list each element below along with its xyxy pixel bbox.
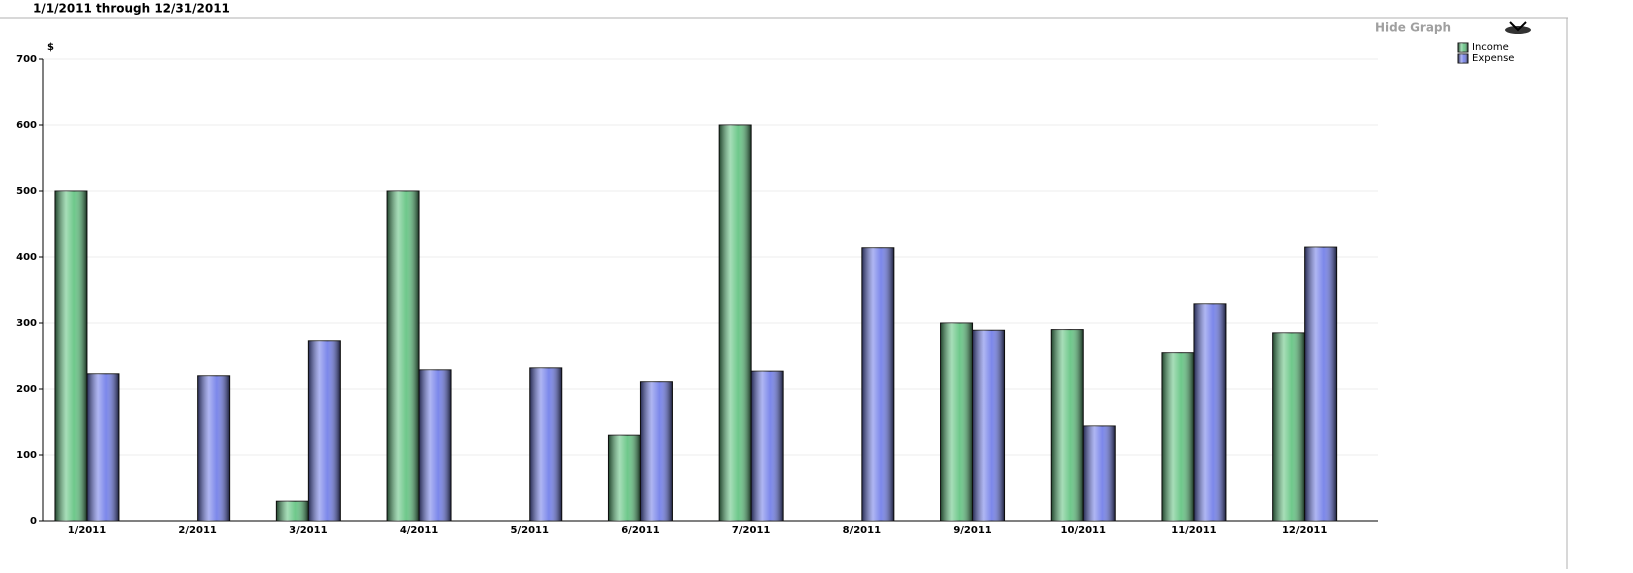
y-tick-label: 100 (16, 450, 37, 461)
bar-shade (972, 330, 1005, 521)
legend-swatch-shade (1458, 43, 1468, 52)
bar-shade (529, 367, 562, 521)
x-tick-label: 11/2011 (1171, 525, 1216, 536)
bar-shade (1193, 303, 1226, 521)
x-tick-label: 6/2011 (621, 525, 659, 536)
bar-shade (861, 247, 894, 521)
x-tick-label: 2/2011 (178, 525, 216, 536)
bar-shade (197, 375, 230, 521)
bar-shade (1161, 352, 1194, 521)
x-tick-label: 5/2011 (511, 525, 549, 536)
x-tick-label: 4/2011 (400, 525, 438, 536)
legend-label: Income (1472, 42, 1509, 53)
hide-graph-button[interactable]: Hide Graph (1375, 21, 1451, 35)
bar-shade (751, 371, 784, 521)
bar-shade (1272, 332, 1305, 521)
bar-shade (940, 323, 973, 521)
bar-shade (1304, 247, 1337, 521)
bar-shade (640, 381, 673, 521)
y-tick-label: 700 (16, 54, 37, 65)
bar-shade (54, 191, 87, 521)
y-tick-label: 200 (16, 384, 37, 395)
bar-shade (719, 125, 752, 521)
x-tick-label: 3/2011 (289, 525, 327, 536)
y-tick-label: 0 (30, 516, 37, 527)
legend-swatch-shade (1458, 54, 1468, 63)
y-axis-label: $ (47, 42, 54, 53)
y-tick-label: 600 (16, 120, 37, 131)
bar-shade (387, 191, 420, 521)
x-tick-label: 8/2011 (843, 525, 881, 536)
x-tick-label: 10/2011 (1061, 525, 1106, 536)
x-tick-label: 12/2011 (1282, 525, 1327, 536)
hide-graph-icon[interactable] (1505, 21, 1531, 34)
x-tick-label: 1/2011 (68, 525, 106, 536)
bar-shade (276, 501, 309, 521)
y-tick-label: 400 (16, 252, 37, 263)
x-tick-label: 7/2011 (732, 525, 770, 536)
x-tick-label: 9/2011 (953, 525, 991, 536)
bar-shade (419, 369, 452, 521)
bar-shade (1051, 329, 1084, 521)
legend-label: Expense (1472, 53, 1514, 64)
bar-shade (608, 435, 641, 521)
bar-shade (86, 373, 119, 521)
date-range: 1/1/2011 through 12/31/2011 (33, 2, 230, 16)
y-tick-label: 500 (16, 186, 37, 197)
y-tick-label: 300 (16, 318, 37, 329)
bar-shade (308, 340, 341, 521)
bar-shade (1083, 425, 1116, 521)
